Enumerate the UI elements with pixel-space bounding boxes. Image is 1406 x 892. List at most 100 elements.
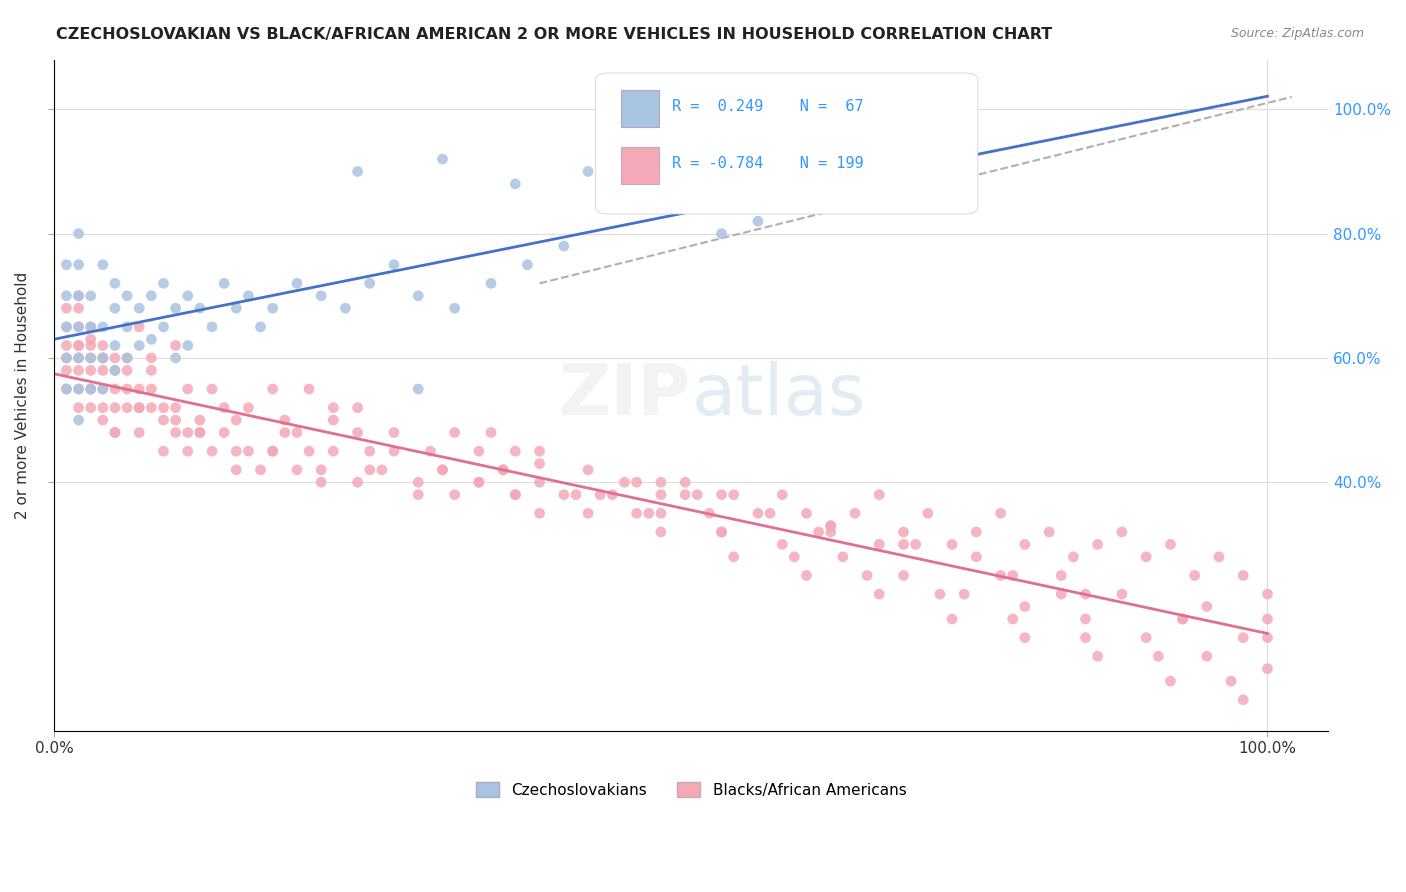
Point bbox=[201, 319, 224, 334]
Point bbox=[115, 351, 138, 365]
Point bbox=[274, 413, 297, 427]
Point bbox=[529, 475, 551, 490]
Point bbox=[406, 488, 429, 502]
Point bbox=[1074, 612, 1097, 626]
Point bbox=[346, 401, 368, 415]
Point bbox=[165, 301, 187, 316]
Text: atlas: atlas bbox=[692, 360, 866, 430]
Point bbox=[1256, 631, 1278, 645]
Point bbox=[238, 401, 260, 415]
Text: CZECHOSLOVAKIAN VS BLACK/AFRICAN AMERICAN 2 OR MORE VEHICLES IN HOUSEHOLD CORREL: CZECHOSLOVAKIAN VS BLACK/AFRICAN AMERICA… bbox=[56, 27, 1053, 42]
Point bbox=[188, 425, 211, 440]
Point bbox=[91, 401, 114, 415]
Point bbox=[710, 524, 733, 539]
Point bbox=[382, 444, 405, 458]
Point bbox=[505, 488, 527, 502]
Point bbox=[67, 363, 90, 377]
Point bbox=[1256, 662, 1278, 676]
Point bbox=[1050, 587, 1073, 601]
Point bbox=[1232, 568, 1254, 582]
Point bbox=[1256, 587, 1278, 601]
Point bbox=[965, 524, 987, 539]
Point bbox=[165, 425, 187, 440]
Point bbox=[505, 177, 527, 191]
Point bbox=[91, 382, 114, 396]
Point bbox=[80, 319, 103, 334]
Point bbox=[91, 351, 114, 365]
Point bbox=[576, 463, 599, 477]
Point bbox=[1001, 568, 1024, 582]
Point bbox=[796, 506, 818, 520]
Point bbox=[965, 549, 987, 564]
Point bbox=[1087, 537, 1109, 551]
Point bbox=[67, 338, 90, 352]
Point bbox=[128, 319, 150, 334]
Point bbox=[55, 382, 77, 396]
Point bbox=[1074, 587, 1097, 601]
Point bbox=[1256, 612, 1278, 626]
Point bbox=[67, 289, 90, 303]
Point bbox=[1147, 649, 1170, 664]
Point bbox=[128, 401, 150, 415]
Point bbox=[309, 289, 332, 303]
Point bbox=[67, 301, 90, 316]
Point bbox=[505, 444, 527, 458]
Point bbox=[298, 444, 321, 458]
Point bbox=[55, 382, 77, 396]
Point bbox=[747, 214, 769, 228]
Point bbox=[104, 425, 127, 440]
Point bbox=[80, 382, 103, 396]
Point bbox=[868, 537, 890, 551]
Point bbox=[1111, 524, 1133, 539]
Point bbox=[529, 457, 551, 471]
Point bbox=[104, 301, 127, 316]
Point bbox=[1208, 549, 1230, 564]
Point bbox=[553, 239, 575, 253]
Point bbox=[201, 444, 224, 458]
Point bbox=[479, 425, 502, 440]
Point bbox=[67, 382, 90, 396]
Y-axis label: 2 or more Vehicles in Household: 2 or more Vehicles in Household bbox=[15, 271, 30, 519]
Legend: Czechoslovakians, Blacks/African Americans: Czechoslovakians, Blacks/African America… bbox=[470, 775, 912, 804]
Point bbox=[893, 568, 915, 582]
Point bbox=[152, 413, 174, 427]
Point bbox=[67, 289, 90, 303]
Point bbox=[80, 351, 103, 365]
Point bbox=[723, 488, 745, 502]
Point bbox=[104, 338, 127, 352]
Point bbox=[710, 227, 733, 241]
Point bbox=[55, 351, 77, 365]
Point bbox=[650, 152, 672, 166]
Point bbox=[80, 319, 103, 334]
Point bbox=[710, 488, 733, 502]
Point bbox=[359, 277, 381, 291]
Point bbox=[188, 425, 211, 440]
Point bbox=[492, 463, 515, 477]
Point bbox=[225, 444, 247, 458]
Point bbox=[115, 401, 138, 415]
Point bbox=[406, 475, 429, 490]
Point bbox=[104, 425, 127, 440]
Point bbox=[953, 587, 976, 601]
Point bbox=[91, 351, 114, 365]
Point bbox=[91, 382, 114, 396]
Point bbox=[262, 444, 284, 458]
Point bbox=[80, 363, 103, 377]
Point bbox=[807, 524, 830, 539]
Point bbox=[443, 425, 465, 440]
Point bbox=[67, 319, 90, 334]
Point bbox=[359, 444, 381, 458]
Point bbox=[406, 289, 429, 303]
Point bbox=[602, 488, 624, 502]
Point bbox=[152, 319, 174, 334]
Point bbox=[188, 301, 211, 316]
Point bbox=[309, 475, 332, 490]
Point bbox=[626, 475, 648, 490]
Point bbox=[188, 413, 211, 427]
Point bbox=[115, 319, 138, 334]
Point bbox=[104, 401, 127, 415]
Point bbox=[650, 488, 672, 502]
Point bbox=[104, 277, 127, 291]
Point bbox=[212, 277, 235, 291]
Point bbox=[67, 338, 90, 352]
